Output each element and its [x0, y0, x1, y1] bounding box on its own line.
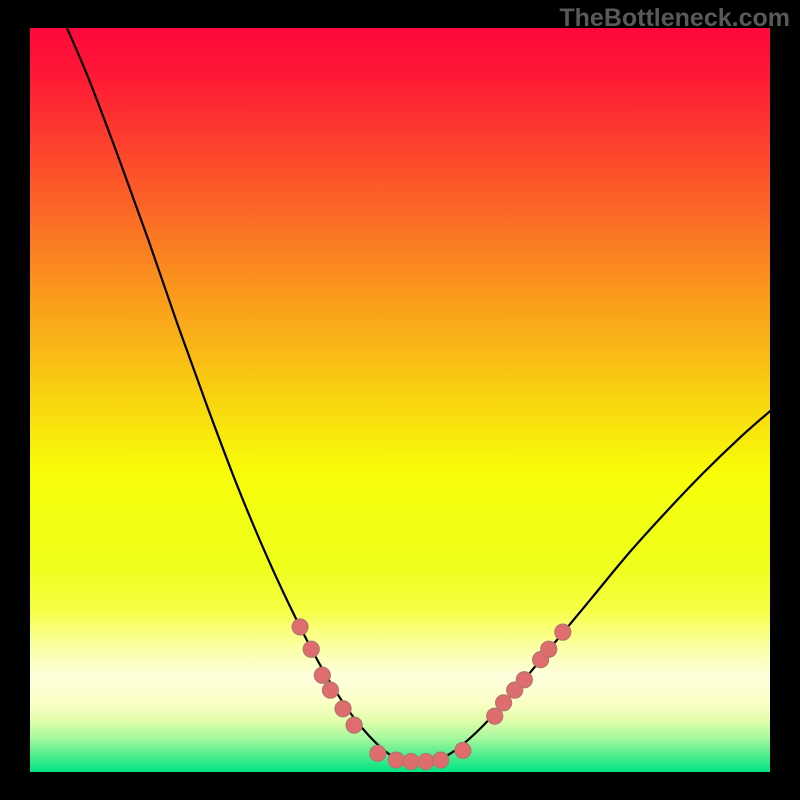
- data-marker: [303, 641, 319, 657]
- watermark-text: TheBottleneck.com: [559, 4, 790, 33]
- chart-frame: TheBottleneck.com: [0, 0, 800, 800]
- data-marker: [370, 745, 386, 761]
- data-marker: [322, 682, 338, 698]
- data-marker: [541, 641, 557, 657]
- data-marker: [314, 667, 330, 683]
- data-marker: [403, 754, 419, 770]
- data-marker: [346, 717, 362, 733]
- gradient-background: [30, 28, 770, 772]
- plot-area: [30, 28, 770, 772]
- data-marker: [555, 624, 571, 640]
- data-marker: [418, 754, 434, 770]
- data-marker: [455, 742, 471, 758]
- data-marker: [433, 752, 449, 768]
- data-marker: [388, 752, 404, 768]
- data-marker: [516, 672, 532, 688]
- data-marker: [292, 619, 308, 635]
- data-marker: [335, 701, 351, 717]
- data-marker: [496, 695, 512, 711]
